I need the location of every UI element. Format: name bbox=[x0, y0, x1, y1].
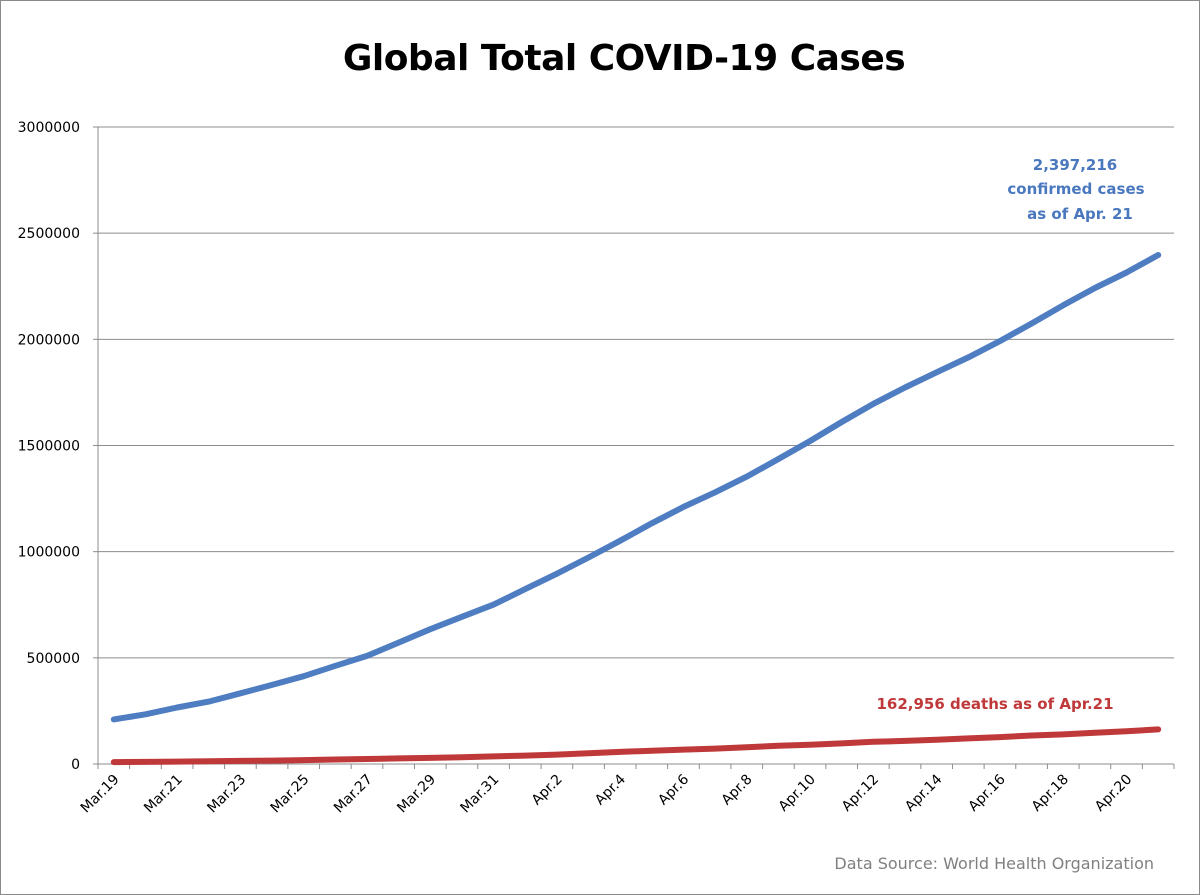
x-tick-label: Apr.2 bbox=[529, 772, 566, 809]
x-tick-label: Mar.23 bbox=[204, 772, 249, 817]
x-tick-labels: Mar.19 Mar.21 Mar.23 Mar.25 Mar.27 Mar.29 Mar.… bbox=[78, 771, 1136, 816]
x-tick-label: Apr.20 bbox=[1092, 772, 1135, 815]
confirmed-annotation-value: 2,397,216 bbox=[1033, 156, 1117, 174]
x-tick-label: Apr.10 bbox=[776, 772, 819, 815]
series-line-2 bbox=[110, 726, 1162, 766]
x-tick-label: Apr.14 bbox=[902, 771, 945, 814]
y-tick-label: 2500000 bbox=[18, 226, 80, 242]
confirmed-annotation-label: confirmed cases bbox=[1007, 180, 1144, 198]
y-tick-labels: 0 500000 1000000 1500000 2000000 2500000 30000… bbox=[18, 120, 80, 773]
x-tick-label: Apr.8 bbox=[719, 772, 756, 809]
confirmed-annotation-date: as of Apr. 21 bbox=[1027, 205, 1133, 223]
y-tick-label: 3000000 bbox=[18, 120, 80, 136]
y-tick-label: 1500000 bbox=[18, 439, 80, 455]
x-tick-label: Apr.12 bbox=[839, 772, 882, 815]
axes bbox=[93, 126, 1175, 769]
data-source-note: Data Source: World Health Organization bbox=[834, 854, 1154, 873]
x-tick-label: Apr.18 bbox=[1029, 772, 1072, 815]
x-tick-label: Mar.21 bbox=[141, 772, 186, 817]
annotations: 2,397,216 confirmed cases as of Apr. 21 … bbox=[876, 156, 1144, 713]
x-tick-label: Mar.27 bbox=[331, 772, 376, 817]
y-tick-label: 2000000 bbox=[18, 332, 80, 348]
x-tick-label: Mar.25 bbox=[268, 772, 313, 817]
series-lines bbox=[110, 252, 1162, 766]
y-tick-label: 1000000 bbox=[18, 545, 80, 561]
x-tick-label: Apr.16 bbox=[965, 771, 1008, 814]
gridlines bbox=[98, 126, 1174, 659]
x-tick-label: Apr.4 bbox=[592, 771, 629, 808]
x-tick-label: Mar.31 bbox=[458, 772, 503, 817]
series-line-1 bbox=[110, 252, 1162, 723]
x-tick-label: Apr.6 bbox=[655, 771, 692, 808]
deaths-annotation: 162,956 deaths as of Apr.21 bbox=[876, 695, 1113, 713]
chart-title: Global Total COVID-19 Cases bbox=[342, 38, 906, 79]
x-tick-label: Mar.29 bbox=[394, 772, 439, 817]
y-tick-label: 0 bbox=[71, 757, 80, 773]
x-tick-label: Mar.19 bbox=[78, 772, 123, 817]
y-tick-label: 500000 bbox=[27, 651, 80, 667]
